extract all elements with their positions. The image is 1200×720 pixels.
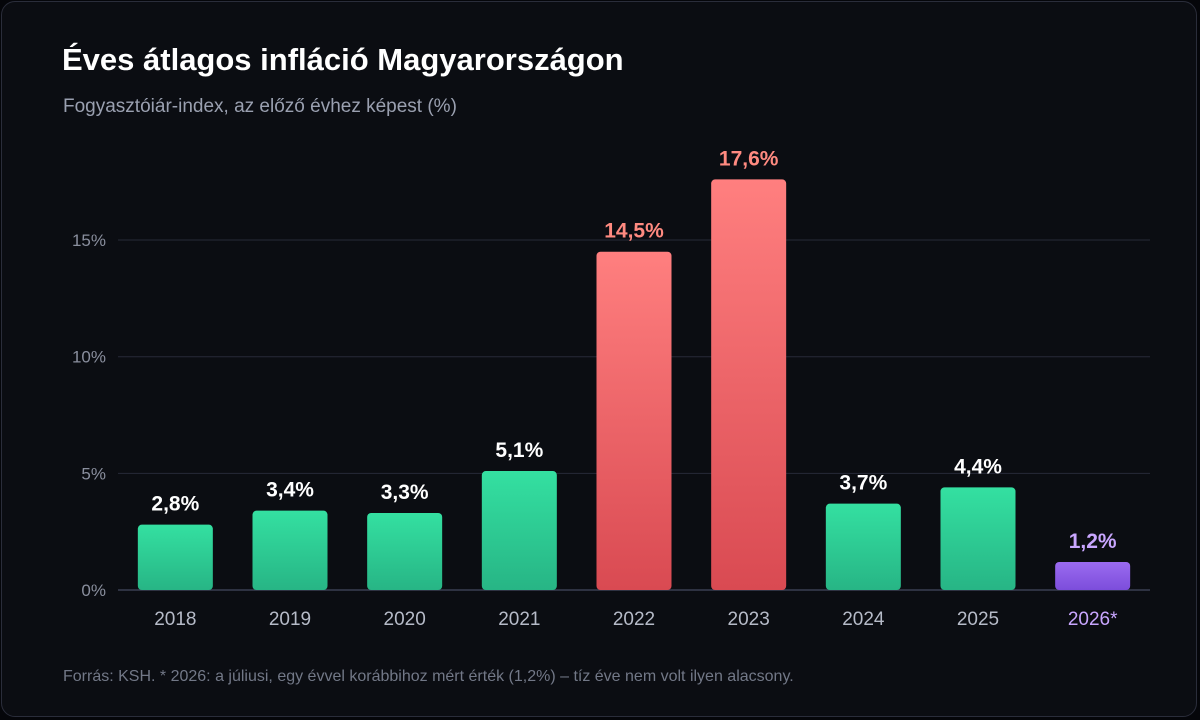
chart-subtitle: Fogyasztóiár-index, az előző évhez képes… (63, 96, 457, 117)
data-label: 14,5% (604, 220, 664, 243)
bar-2021 (481, 471, 557, 590)
chart-footnote: Forrás: KSH. * 2026: a júliusi, egy évve… (63, 668, 794, 685)
bar-2024 (825, 503, 901, 590)
data-label: 3,7% (839, 472, 887, 495)
x-tick-label: 2022 (613, 609, 655, 630)
data-label: 1,2% (1069, 530, 1117, 553)
x-tick-label: 2024 (842, 609, 885, 630)
bar-2019 (252, 510, 328, 590)
x-tick-label: 2023 (728, 609, 770, 630)
chart-title: Éves átlagos infláció Magyarországon (62, 42, 624, 77)
x-tick-label: 2021 (498, 609, 540, 630)
data-label: 5,1% (495, 439, 543, 462)
y-tick-label: 10% (72, 348, 106, 367)
x-tick-label: 2026* (1068, 609, 1118, 630)
x-tick-label: 2020 (384, 609, 426, 630)
y-tick-label: 15% (72, 231, 106, 250)
data-label: 2,8% (151, 493, 199, 516)
data-label: 4,4% (954, 455, 1002, 478)
y-tick-label: 0% (81, 581, 106, 600)
x-tick-label: 2018 (154, 609, 196, 630)
bar-2023 (711, 179, 787, 590)
bar-2018 (137, 524, 213, 590)
y-tick-label: 5% (81, 464, 106, 483)
bar-2020 (367, 513, 443, 590)
data-label: 3,4% (266, 479, 314, 502)
data-label: 17,6% (719, 147, 779, 170)
bar-2025 (940, 487, 1016, 590)
x-tick-label: 2025 (957, 609, 999, 630)
data-label: 3,3% (381, 481, 429, 504)
bar-2026* (1055, 562, 1131, 590)
x-tick-label: 2019 (269, 609, 311, 630)
bar-2022 (596, 251, 672, 590)
